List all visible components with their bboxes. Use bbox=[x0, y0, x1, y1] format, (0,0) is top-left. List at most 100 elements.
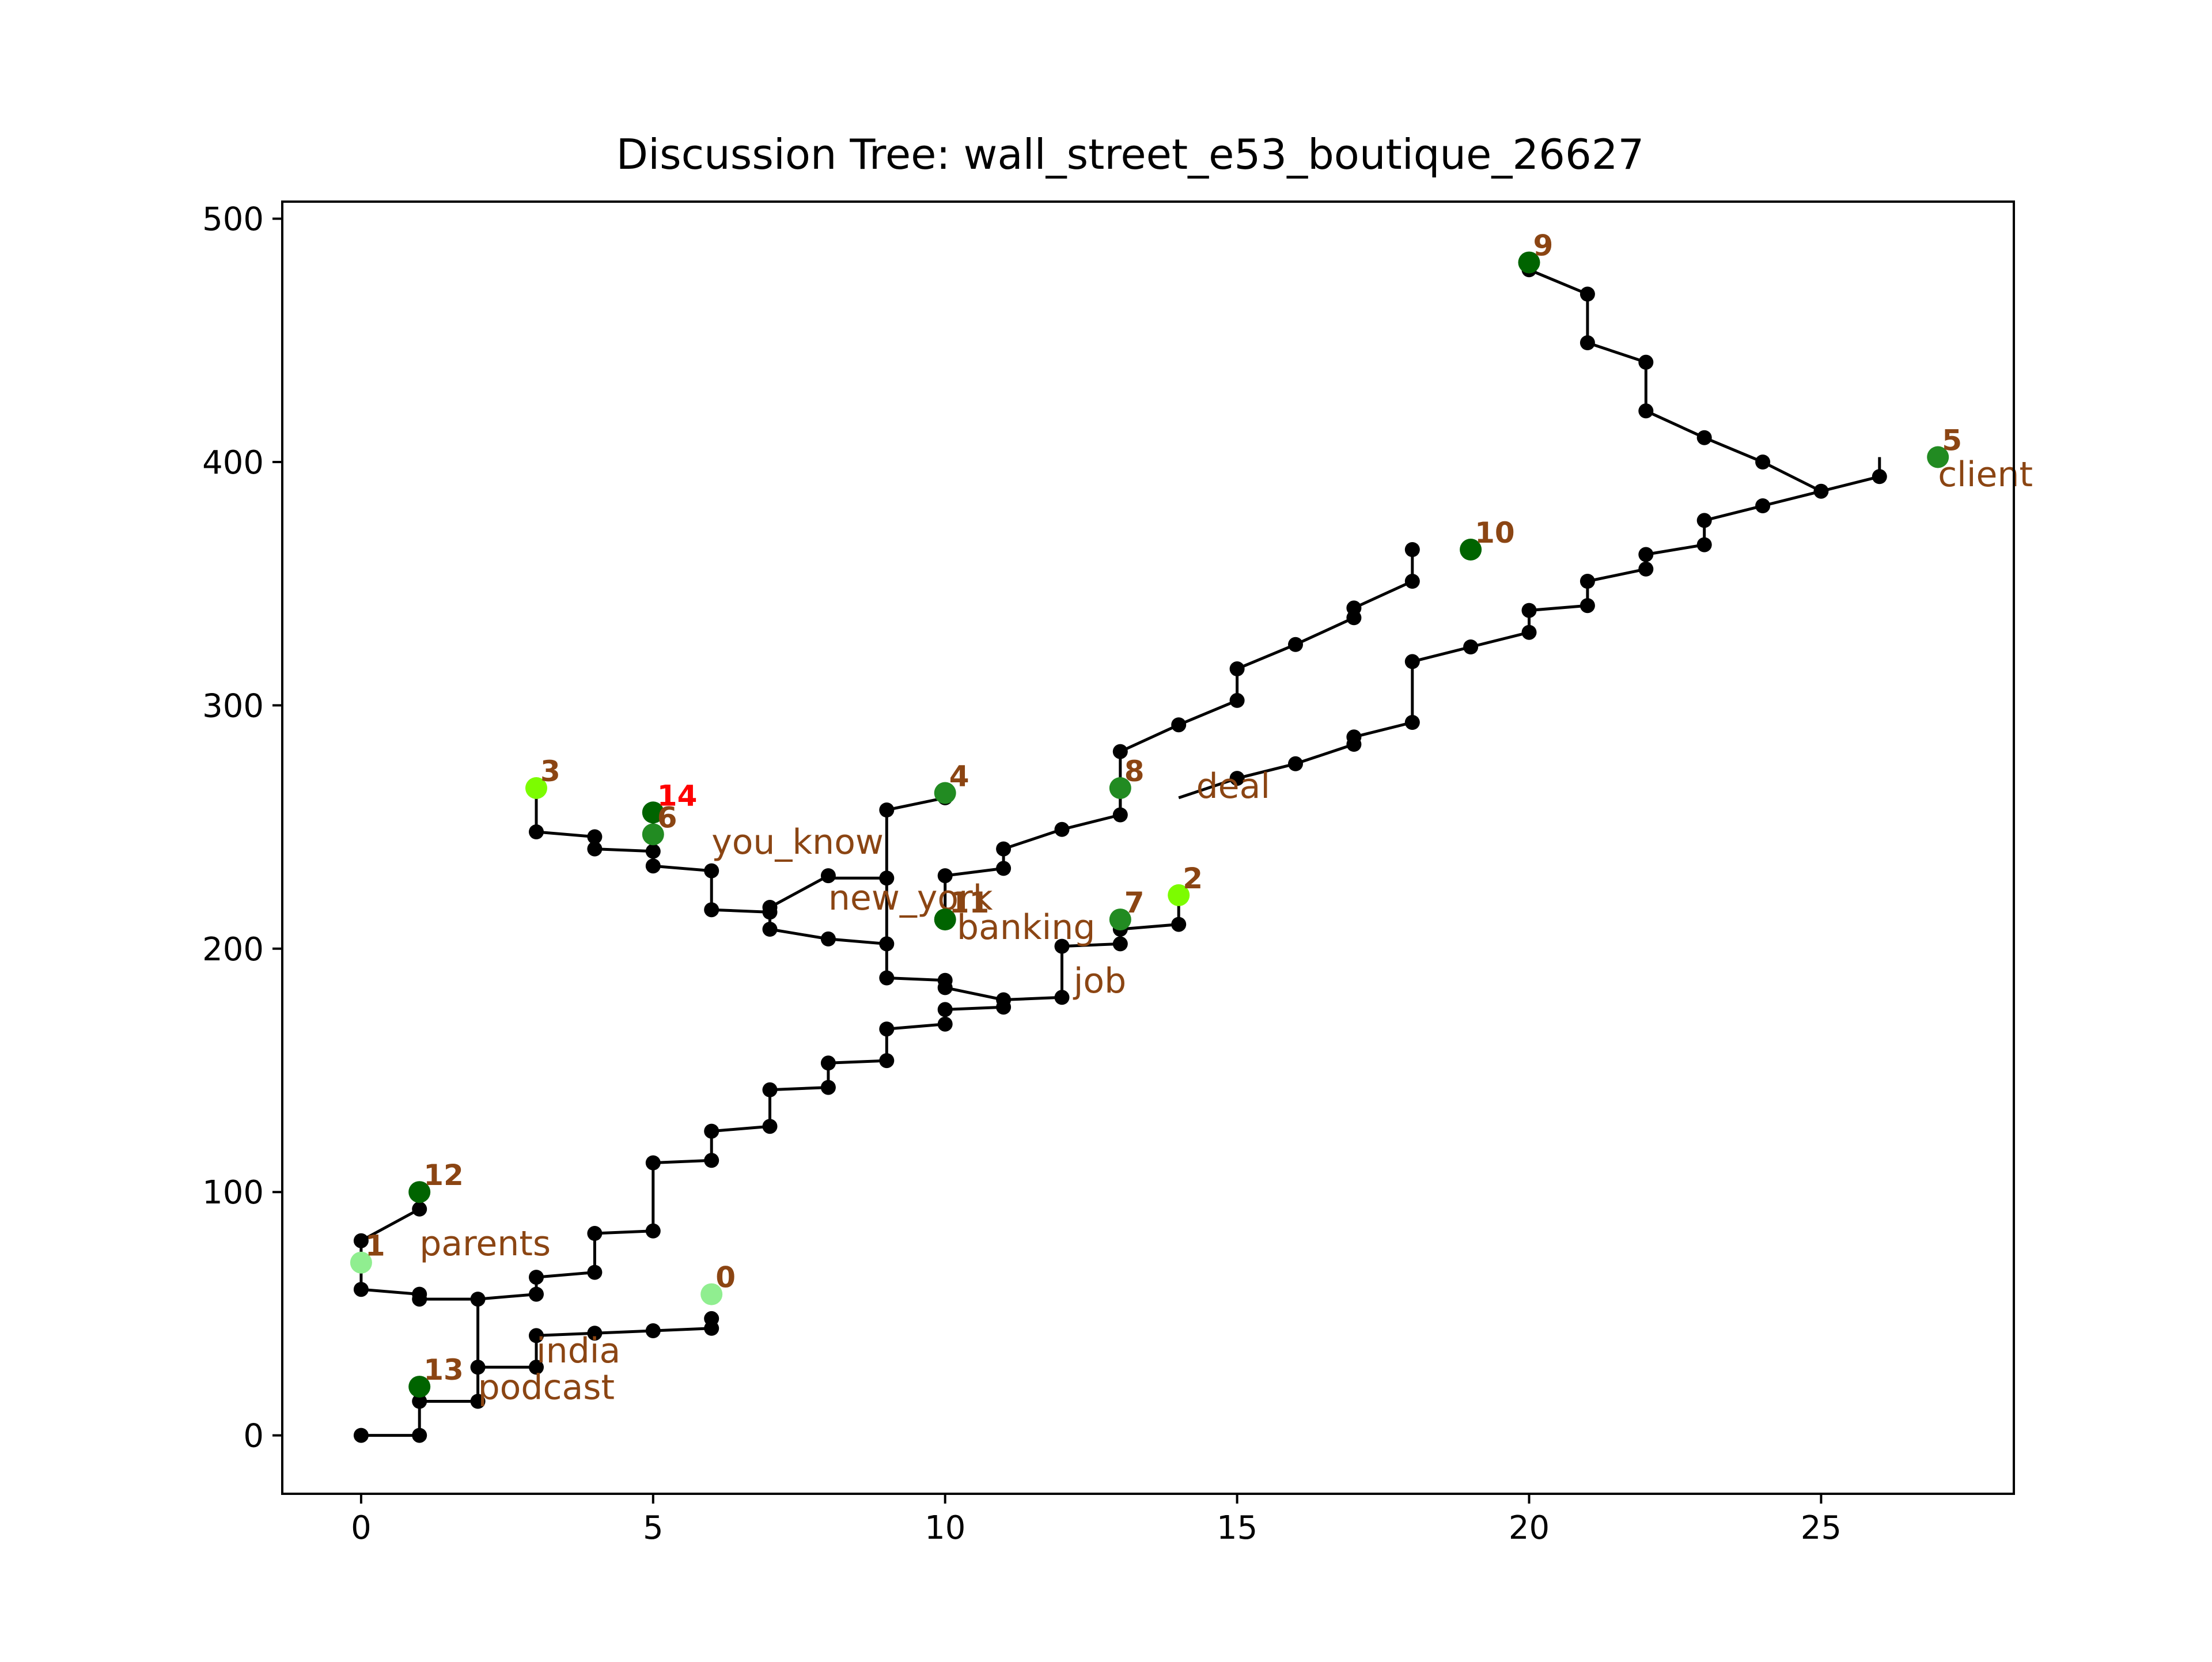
node-label-14: 14 bbox=[657, 779, 698, 812]
node-label-11: 11 bbox=[949, 886, 990, 919]
node-marker-70 bbox=[1229, 692, 1245, 708]
node-marker-91 bbox=[1696, 513, 1712, 528]
node-marker-31 bbox=[879, 1021, 895, 1037]
node-label-5: 5 bbox=[1942, 424, 1962, 457]
node-5 bbox=[1927, 446, 1949, 468]
x-tick-label-20: 20 bbox=[1509, 1509, 1550, 1547]
node-marker-33 bbox=[937, 1002, 953, 1017]
node-label-8: 8 bbox=[1124, 755, 1145, 788]
node-marker-50 bbox=[704, 863, 719, 879]
node-marker-8 bbox=[645, 1323, 661, 1338]
node-marker-51 bbox=[645, 858, 661, 874]
node-marker-96 bbox=[1696, 430, 1712, 445]
chart-title: Discussion Tree: wall_street_e53_boutiqu… bbox=[616, 130, 1645, 179]
x-axis: 0 5 10 15 20 25 bbox=[351, 1494, 1842, 1547]
y-tick-label-0: 0 bbox=[243, 1418, 264, 1455]
node-marker-37 bbox=[1054, 938, 1070, 954]
node-3 bbox=[525, 777, 547, 799]
node-marker-81 bbox=[1404, 715, 1420, 730]
node-marker-53 bbox=[587, 841, 603, 857]
node-14 bbox=[642, 801, 664, 824]
y-tick-label-200: 200 bbox=[202, 931, 264, 968]
node-13 bbox=[408, 1376, 431, 1398]
node-marker-30 bbox=[879, 1053, 895, 1069]
y-tick-label-100: 100 bbox=[202, 1174, 264, 1212]
node-marker-90 bbox=[1696, 537, 1712, 552]
node-marker-54 bbox=[587, 829, 603, 845]
node-marker-95 bbox=[1755, 455, 1771, 470]
annotation-8: podcast bbox=[478, 1367, 615, 1407]
node-marker-6 bbox=[529, 1328, 544, 1343]
node-marker-94 bbox=[1872, 469, 1887, 484]
node-marker-61 bbox=[879, 802, 895, 817]
node-marker-24 bbox=[704, 1153, 719, 1168]
annotation-7: india bbox=[536, 1331, 620, 1371]
y-tick-label-400: 400 bbox=[202, 444, 264, 482]
node-marker-58 bbox=[879, 870, 895, 886]
node-marker-29 bbox=[820, 1055, 836, 1071]
node-marker-74 bbox=[1346, 600, 1362, 616]
node-marker-43 bbox=[937, 972, 953, 988]
node-marker-10 bbox=[704, 1311, 719, 1326]
node-6 bbox=[642, 823, 664, 846]
node-marker-60 bbox=[762, 900, 778, 915]
node-marker-13 bbox=[412, 1286, 427, 1302]
node-marker-65 bbox=[996, 841, 1012, 857]
x-tick-label-15: 15 bbox=[1217, 1509, 1257, 1547]
node-label-12: 12 bbox=[423, 1159, 464, 1192]
node-marker-97 bbox=[1638, 403, 1654, 419]
node-11 bbox=[934, 908, 956, 931]
node-marker-14 bbox=[353, 1282, 369, 1297]
node-marker-98 bbox=[1638, 354, 1654, 370]
node-label-13: 13 bbox=[423, 1353, 464, 1387]
node-marker-46 bbox=[820, 931, 836, 947]
node-marker-86 bbox=[1580, 598, 1595, 614]
node-marker-25 bbox=[704, 1123, 719, 1139]
node-label-2: 2 bbox=[1183, 862, 1203, 895]
node-2 bbox=[1168, 884, 1190, 906]
node-marker-64 bbox=[996, 861, 1012, 876]
node-marker-11 bbox=[470, 1292, 486, 1307]
node-marker-78 bbox=[1288, 756, 1303, 771]
node-marker-69 bbox=[1171, 717, 1187, 733]
node-marker-88 bbox=[1638, 561, 1654, 577]
node-marker-32 bbox=[937, 1016, 953, 1032]
node-marker-84 bbox=[1521, 624, 1537, 640]
node-marker-40 bbox=[1171, 917, 1187, 932]
node-marker-100 bbox=[1580, 286, 1595, 302]
node-marker-7 bbox=[587, 1326, 603, 1341]
node-marker-27 bbox=[762, 1082, 778, 1097]
node-marker-99 bbox=[1580, 335, 1595, 350]
node-9 bbox=[1518, 251, 1540, 274]
node-label-1: 1 bbox=[365, 1229, 385, 1263]
node-marker-83 bbox=[1463, 639, 1479, 654]
node-label-0: 0 bbox=[715, 1261, 736, 1294]
node-marker-35 bbox=[996, 992, 1012, 1008]
node-marker-52 bbox=[645, 843, 661, 859]
x-tick-label-25: 25 bbox=[1801, 1509, 1842, 1547]
x-tick-label-10: 10 bbox=[925, 1509, 965, 1547]
nodes-layer bbox=[350, 251, 1949, 1398]
node-label-3: 3 bbox=[540, 755, 560, 788]
node-marker-3 bbox=[470, 1394, 486, 1409]
node-4 bbox=[934, 782, 956, 804]
node-marker-5 bbox=[529, 1360, 544, 1375]
node-label-4: 4 bbox=[949, 760, 969, 793]
node-marker-18 bbox=[529, 1286, 544, 1302]
node-marker-49 bbox=[704, 902, 719, 918]
node-marker-4 bbox=[470, 1360, 486, 1375]
node-marker-36 bbox=[1054, 990, 1070, 1005]
node-marker-85 bbox=[1521, 603, 1537, 618]
node-marker-20 bbox=[587, 1265, 603, 1280]
node-marker-28 bbox=[820, 1080, 836, 1095]
annotation-0: client bbox=[1938, 455, 2033, 495]
node-label-7: 7 bbox=[1124, 886, 1145, 919]
node-marker-45 bbox=[879, 936, 895, 952]
plot-frame bbox=[281, 200, 2015, 1495]
node-1 bbox=[350, 1251, 372, 1274]
node-10 bbox=[1460, 539, 1482, 561]
tree-edge-2 bbox=[359, 1192, 480, 1368]
